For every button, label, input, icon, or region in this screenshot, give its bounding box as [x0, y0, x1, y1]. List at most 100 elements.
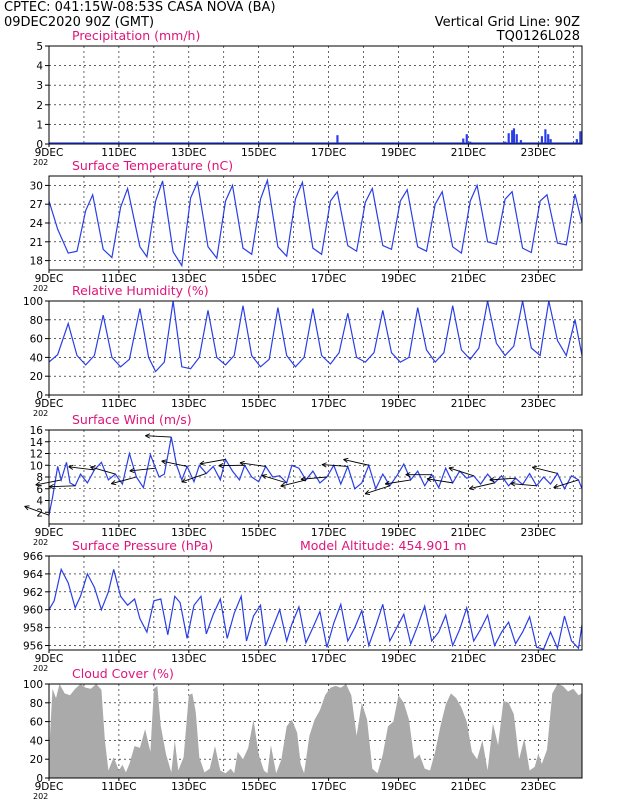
x-year-stub: 202: [33, 158, 48, 167]
y-tick-label: 100: [23, 296, 43, 308]
cloud-cover-area: [49, 684, 582, 778]
wind-arrow: [145, 435, 172, 438]
y-tick-label: 8: [36, 472, 43, 484]
precip-bar: [549, 139, 552, 144]
wind-arrow-head: [68, 466, 74, 470]
wind-arrow-head: [343, 459, 348, 463]
x-tick-label: 9DEC: [35, 527, 64, 539]
wind-arrow: [68, 466, 95, 471]
x-tick-label: 11DEC: [101, 653, 136, 665]
wind-arrow: [510, 483, 537, 487]
y-tick-label: 6: [36, 484, 43, 496]
pressure-series-line: [48, 567, 583, 651]
y-tick-label: 2: [36, 100, 43, 112]
x-tick-label: 23DEC: [521, 781, 556, 793]
y-tick-label: 3: [36, 80, 43, 92]
panel-frame: [48, 45, 583, 145]
y-tick-label: 958: [23, 623, 43, 635]
wind-arrow-head: [181, 481, 187, 483]
panel-precip: 0 1 2 3 4 5 9DEC 11DEC 13DEC 15DEC 17DEC 19DEC 21DEC…: [33, 28, 583, 167]
wind-arrow: [181, 473, 207, 483]
x-tick-label: 11DEC: [101, 527, 136, 539]
x-tick-label: 23DEC: [521, 273, 556, 285]
precip-bar: [519, 140, 523, 144]
x-tick-label: 13DEC: [171, 527, 206, 539]
y-tick-label: 14: [30, 437, 44, 449]
wind-arrow-head: [426, 478, 432, 483]
precip-bar: [512, 128, 516, 144]
wind-arrow-head: [364, 493, 371, 495]
precip-bar: [504, 141, 507, 144]
wind-arrow: [111, 476, 137, 485]
wind-arrow-head: [261, 474, 267, 476]
y-tick-label: 0: [36, 390, 43, 402]
wind-arrow-head: [321, 464, 327, 468]
wind-arrow: [553, 479, 579, 488]
wind-arrow-head: [24, 505, 30, 507]
wind-arrow: [532, 466, 558, 474]
precip-bar: [472, 142, 475, 144]
y-tick-label: 60: [30, 717, 43, 729]
wind-arrow: [321, 464, 348, 467]
y-tick-label: 80: [30, 315, 43, 327]
wind-arrow-head: [280, 485, 286, 488]
y-tick-label: 0: [36, 773, 43, 785]
wind-arrow-head: [532, 466, 537, 471]
wind-arrow-head: [199, 460, 205, 465]
wind-arrow-head: [239, 460, 245, 464]
wind-arrow-head: [161, 459, 167, 462]
wind-arrow: [489, 477, 516, 481]
x-tick-label: 19DEC: [381, 273, 416, 285]
y-tick-label: 4: [36, 496, 43, 508]
y-tick-label: 960: [23, 605, 43, 617]
y-tick-label: 40: [30, 352, 43, 364]
x-tick-label: 23DEC: [521, 527, 556, 539]
wind-arrow-head: [35, 481, 40, 486]
wind-arrow-head: [426, 476, 432, 480]
x-tick-label: 15DEC: [241, 147, 276, 159]
x-tick-label: 13DEC: [171, 653, 206, 665]
x-tick-label: 17DEC: [311, 781, 346, 793]
wind-arrow-head: [553, 487, 559, 489]
y-tick-label: 962: [23, 587, 43, 599]
panel-frame: [48, 555, 583, 651]
wind-arrow-head: [405, 472, 411, 476]
x-tick-label: 19DEC: [381, 653, 416, 665]
x-tick-label: 23DEC: [521, 653, 556, 665]
x-tick-label: 21DEC: [451, 653, 486, 665]
wind-arrow-head: [300, 478, 306, 482]
precip-bar: [511, 130, 514, 144]
wind-arrow: [35, 479, 62, 486]
wind-arrow-head: [239, 462, 245, 466]
panel-title: Precipitation (mm/h): [72, 28, 200, 43]
wind-arrow-head: [68, 464, 74, 468]
wind-arrow: [364, 485, 390, 495]
y-tick-label: 80: [30, 698, 43, 710]
x-tick-label: 19DEC: [381, 781, 416, 793]
wind-arrow-head: [280, 482, 285, 487]
wind-arrow: [49, 485, 76, 488]
x-tick-label: 17DEC: [311, 147, 346, 159]
y-tick-label: 30: [30, 180, 43, 192]
panel-cloud: 0 20 40 60 80 100 9DEC 11DEC 13DEC 15DEC 17DEC 19DE…: [23, 666, 583, 800]
y-tick-label: 40: [30, 735, 43, 747]
y-tick-label: 964: [23, 569, 43, 581]
y-tick-label: 16: [30, 425, 44, 437]
wind-arrow-head: [321, 462, 327, 466]
x-tick-label: 17DEC: [311, 398, 346, 410]
wind-arrow-head: [90, 465, 96, 468]
wind-arrow: [199, 458, 226, 465]
wind-arrow: [448, 467, 474, 477]
wind-arrow-head: [218, 465, 224, 469]
header-station: CPTEC: 041:15W-08:53S CASA NOVA (BA): [4, 0, 276, 15]
wind-arrow-head: [489, 477, 495, 481]
wind-arrow-head: [489, 479, 495, 483]
panel-title: Cloud Cover (%): [72, 666, 174, 681]
panel-pressure: 956 958 960 962 964 966 9DEC 11DEC 13DEC 15DEC 17D…: [23, 538, 583, 673]
x-tick-label: 21DEC: [451, 527, 486, 539]
x-tick-label: 9DEC: [35, 273, 64, 285]
wind-arrow-head: [24, 505, 29, 511]
y-tick-label: 21: [30, 237, 43, 249]
wind-series-line: [48, 436, 583, 516]
